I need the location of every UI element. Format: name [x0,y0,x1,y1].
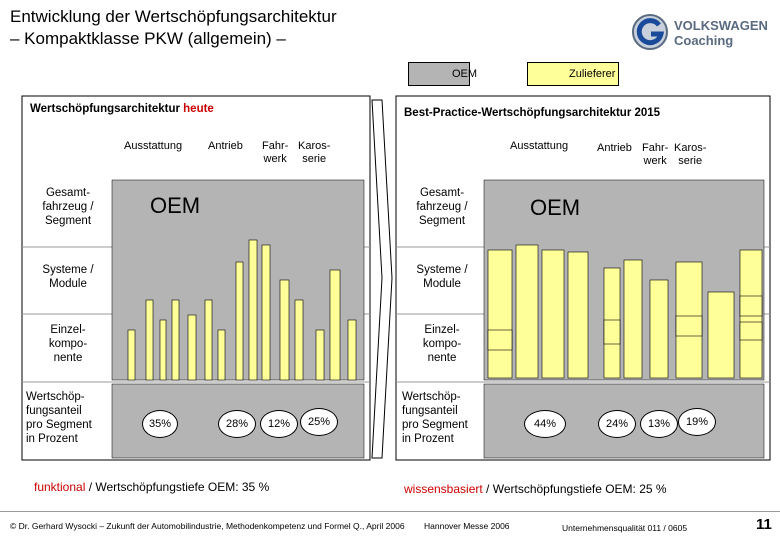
page-title: Entwicklung der Wertschöpfungsarchitektu… [10,7,337,48]
left-row-systeme: Systeme / Module [42,264,94,290]
left-bottom-line: funktional / Wertschöpfungstiefe OEM: 35… [34,480,269,494]
left-bottom-highlight: funktional [34,480,86,494]
left-pct-ausstattung: 35% [142,410,178,438]
page-number: 11 [756,516,772,533]
footer-series: Unternehmensqualität 011 / 0605 [562,523,688,533]
legend-zulieferer-swatch [527,62,619,86]
left-pct-fahrwerk: 12% [260,410,298,438]
right-header-karosserie: Karos- serie [674,142,707,167]
left-panel-title: Wertschöpfungsarchitektur heute [30,103,214,115]
footer-copyright: © Dr. Gerhard Wysocki – Zukunft der Auto… [10,521,405,531]
right-bottom-line: wissensbasiert / Wertschöpfungstiefe OEM… [404,482,667,496]
left-row-einzel: Einzel- kompo- nente [48,324,88,364]
left-oem-label: OEM [150,193,201,218]
left-pct-karosserie: 25% [300,408,338,436]
legend-oem-swatch [408,62,470,86]
logo-text: VOLKSWAGEN Coaching [674,18,768,48]
right-header-antrieb: Antrieb [597,142,632,154]
right-pct-fahrwerk: 13% [640,410,678,438]
left-header-ausstattung: Ausstattung [124,140,183,152]
right-row-anteil: Wertschöp- fungsanteil pro Segment in Pr… [402,391,468,445]
right-row-gesamt: Gesamt- fahrzeug / Segment [416,187,468,227]
right-header-ausstattung: Ausstattung [510,140,569,152]
left-pct-antrieb: 28% [218,410,256,438]
right-row-systeme: Systeme / Module [416,264,468,290]
right-pct-karosserie: 19% [678,408,716,436]
legend-zulieferer-label: Zulieferer [569,68,616,80]
left-panel-title-prefix: Wertschöpfungsarchitektur [30,103,184,115]
right-header-fahrwerk: Fahr- werk [642,142,669,167]
left-header-antrieb: Antrieb [208,140,243,152]
left-bottom-rest: / Wertschöpfungstiefe OEM: 35 % [85,480,270,494]
left-panel-title-highlight: heute [183,103,214,115]
vw-coaching-logo [630,12,780,52]
right-oem-label: OEM [530,195,581,220]
right-bottom-highlight: wissensbasiert [404,482,483,496]
footer-event: Hannover Messe 2006 [424,521,510,531]
legend-oem-label: OEM [452,68,478,80]
left-header-karosserie: Karos- serie [298,140,331,165]
right-pct-antrieb: 24% [598,410,636,438]
left-row-gesamt: Gesamt- fahrzeug / Segment [42,187,94,227]
right-bottom-rest: / Wertschöpfungstiefe OEM: 25 % [482,482,667,496]
left-header-fahrwerk: Fahr- werk [262,140,289,165]
footer-divider [0,511,780,512]
right-pct-ausstattung: 44% [524,410,566,438]
right-row-einzel: Einzel- kompo- nente [422,324,462,364]
left-row-anteil: Wertschöp- fungsanteil pro Segment in Pr… [26,391,92,445]
vw-coaching-g-icon [632,14,668,50]
right-panel-title: Best-Practice-Wertschöpfungsarchitektur … [404,107,661,119]
